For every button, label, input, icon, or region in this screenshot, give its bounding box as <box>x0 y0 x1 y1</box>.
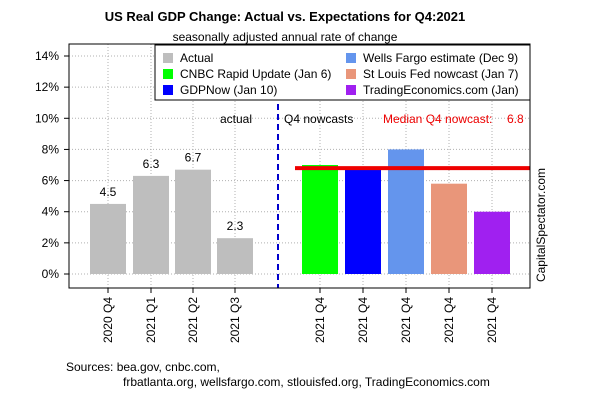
x-tick-label: 2021 Q2 <box>186 297 200 343</box>
bar <box>90 203 126 274</box>
x-tick-label: 2020 Q4 <box>101 297 115 343</box>
side-label: CapitalSpectator.com <box>534 168 548 282</box>
sources-line-2: frbatlanta.org, wellsfargo.com, stlouisf… <box>123 375 490 389</box>
y-tick-label: 0% <box>42 267 60 281</box>
x-tick-label: 2021 Q1 <box>144 297 158 343</box>
plot-frame <box>68 43 531 289</box>
bar <box>431 183 467 274</box>
legend-box <box>154 44 531 101</box>
legend-swatch <box>346 69 356 79</box>
legend: Actual CNBC Rapid Update (Jan 6) GDPNow (J… <box>154 44 531 101</box>
bar <box>474 211 510 274</box>
y-axis: 0% 2% 4% 6% 8% 10% 12% 14% <box>35 49 69 281</box>
bar <box>133 175 169 274</box>
y-tick-label: 6% <box>42 174 60 188</box>
y-tick-label: 4% <box>42 205 60 219</box>
y-tick-label: 12% <box>35 80 59 94</box>
bar-value-label: 6.3 <box>143 157 160 171</box>
nowcasts-annotation: Q4 nowcasts <box>284 112 353 126</box>
bar <box>388 149 424 274</box>
data-labels: 4.5 6.3 6.7 2.3 <box>100 151 244 234</box>
legend-items: Actual CNBC Rapid Update (Jan 6) GDPNow (J… <box>163 51 519 97</box>
median-value: 6.8 <box>507 112 524 126</box>
legend-label: Actual <box>180 51 213 65</box>
bar <box>217 238 253 274</box>
legend-swatch <box>346 53 356 63</box>
x-tick-label: 2021 Q4 <box>399 297 413 343</box>
y-tick-label: 10% <box>35 111 59 125</box>
bar-value-label: 2.3 <box>227 219 244 233</box>
chart-subtitle: seasonally adjusted annual rate of chang… <box>173 30 398 44</box>
x-tick-label: 2021 Q4 <box>442 297 456 343</box>
chart-title: US Real GDP Change: Actual vs. Expectati… <box>105 9 466 24</box>
x-tick-label: 2021 Q4 <box>356 297 370 343</box>
bar <box>175 169 211 274</box>
actual-annotation: actual <box>220 112 252 126</box>
y-tick-label: 8% <box>42 142 60 156</box>
x-tick-label: 2021 Q4 <box>485 297 499 343</box>
bar <box>302 165 338 274</box>
bar-value-label: 6.7 <box>185 151 202 165</box>
legend-label: St Louis Fed nowcast (Jan 7) <box>363 67 518 81</box>
legend-label: Wells Fargo estimate (Dec 9) <box>363 51 518 65</box>
median-label: Median Q4 nowcast: <box>383 112 492 126</box>
bars <box>90 149 510 274</box>
bar-value-label: 4.5 <box>100 185 117 199</box>
bar <box>345 168 381 274</box>
y-tick-label: 2% <box>42 236 60 250</box>
y-tick-label: 14% <box>35 49 59 63</box>
x-axis: 2020 Q4 2021 Q1 2021 Q2 2021 Q3 2021 Q4 2021 … <box>101 288 499 343</box>
legend-swatch <box>346 85 356 95</box>
legend-label: CNBC Rapid Update (Jan 6) <box>180 67 331 81</box>
legend-label: TradingEconomics.com (Jan) <box>363 83 519 97</box>
legend-swatch <box>163 69 173 79</box>
legend-swatch <box>163 85 173 95</box>
x-tick-label: 2021 Q4 <box>313 297 327 343</box>
legend-label: GDPNow (Jan 10) <box>180 83 277 97</box>
legend-swatch <box>163 53 173 63</box>
x-tick-label: 2021 Q3 <box>228 297 242 343</box>
sources-line-1: Sources: bea.gov, cnbc.com, <box>66 360 220 374</box>
